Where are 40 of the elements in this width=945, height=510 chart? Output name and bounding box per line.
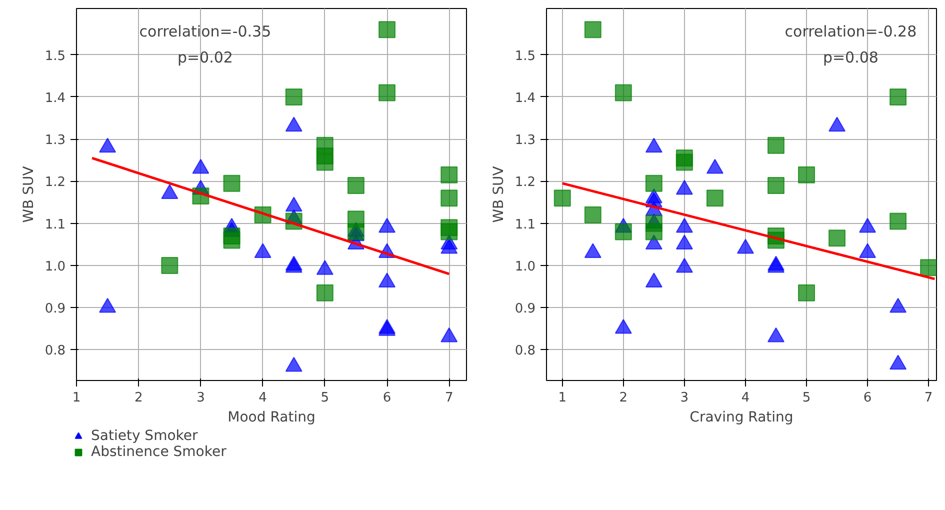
x-tick-label: 4 — [741, 390, 750, 406]
annotation: p=0.02 — [177, 48, 233, 66]
y-tick-label: 1.1 — [44, 217, 66, 232]
x-tick-label: 4 — [258, 390, 267, 406]
x-tick-label: 7 — [444, 390, 454, 406]
y-tick-label: 1.5 — [44, 48, 66, 64]
annotation: p=0.08 — [822, 48, 878, 66]
y-tick-label: 0.8 — [44, 344, 66, 359]
y-tick-label: 0.9 — [514, 302, 536, 317]
x-tick-label: 7 — [924, 390, 933, 406]
x-tick-label: 5 — [802, 390, 811, 406]
x-tick-label: 6 — [863, 390, 872, 406]
y-tick-label: 1.4 — [514, 90, 536, 106]
y-tick-label: 1.4 — [44, 90, 66, 106]
y-tick-label: 1.0 — [514, 259, 536, 274]
x-tick-label: 3 — [196, 390, 205, 406]
y-tick-label: 1.0 — [44, 259, 66, 274]
x-tick-label: 3 — [680, 390, 689, 406]
legend-label: Abstinence Smoker — [91, 444, 226, 460]
x-tick-label: 1 — [72, 390, 81, 406]
y-tick-label: 1.5 — [514, 48, 536, 64]
y-tick-label: 1.3 — [44, 133, 66, 148]
annotation: correlation=-0.35 — [139, 22, 272, 40]
x-tick-label: 6 — [382, 390, 392, 406]
legend-label: Satiety Smoker — [91, 428, 198, 444]
x-tick-label: 2 — [134, 390, 143, 406]
x-axis-title: Craving Rating — [690, 410, 794, 426]
annotation: correlation=-0.28 — [784, 22, 917, 40]
y-tick-label: 0.8 — [514, 344, 536, 359]
x-tick-label: 2 — [619, 390, 628, 406]
y-tick-label: 1.2 — [44, 175, 66, 190]
y-tick-label: 1.1 — [514, 217, 536, 232]
y-tick-label: 0.9 — [44, 302, 66, 317]
y-axis-title: WB SUV — [20, 166, 37, 223]
y-tick-label: 1.2 — [514, 175, 536, 190]
x-tick-label: 1 — [558, 390, 567, 406]
y-axis-title: WB SUV — [490, 166, 507, 223]
x-tick-label: 5 — [320, 390, 330, 406]
y-tick-label: 1.3 — [514, 133, 536, 148]
x-axis-title: Mood Rating — [228, 410, 316, 426]
